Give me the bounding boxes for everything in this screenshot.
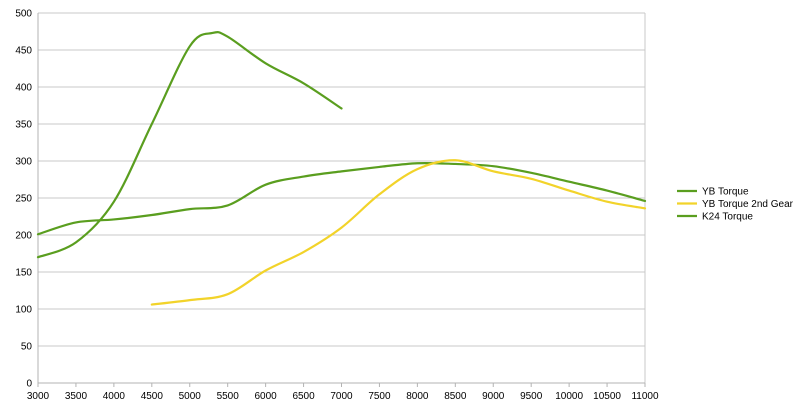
x-tick-label: 10000 [555,391,583,402]
x-tick-label: 4500 [141,391,164,402]
series-line-k24-torque [36,31,343,259]
y-tick-label: 50 [21,342,33,353]
x-tick-label: 8500 [444,391,467,402]
x-tick-label: 8000 [406,391,429,402]
y-tick-label: 350 [15,120,32,131]
legend-label-k24-torque: K24 Torque [702,212,753,223]
y-tick-label: 150 [15,268,32,279]
x-tick-label: 9500 [520,391,543,402]
y-tick-label: 450 [15,46,32,57]
x-tick-label: 11000 [631,391,659,402]
legend-label-yb-torque-2nd-gear: YB Torque 2nd Gear [702,199,794,210]
x-tick-label: 5000 [179,391,202,402]
y-tick-label: 400 [15,83,32,94]
series-lines [36,31,647,306]
x-tick-label: 4000 [103,391,126,402]
series-line-yb-torque [36,161,647,236]
y-tick-label: 250 [15,194,32,205]
x-tick-label: 10500 [593,391,621,402]
x-tick-label: 6500 [292,391,315,402]
y-tick-label: 0 [26,379,32,390]
series-line-yb-torque-2nd-gear [150,159,647,306]
y-tick-label: 200 [15,231,32,242]
y-tick-label: 500 [15,9,32,20]
y-tick-label: 100 [15,305,32,316]
x-tick-label: 3000 [27,391,50,402]
x-tick-label: 6000 [255,391,278,402]
grid [38,12,645,384]
x-tick-label: 5500 [217,391,240,402]
y-tick-label: 300 [15,157,32,168]
x-tick-label: 9000 [482,391,505,402]
legend-label-yb-torque: YB Torque [702,187,749,198]
x-tick-label: 7500 [368,391,391,402]
x-tick-label: 7000 [330,391,353,402]
x-tick-label: 3500 [65,391,88,402]
axes: 0 50 100 150 200 250 300 350 400 450 500 3000 3500 40… [15,9,659,403]
